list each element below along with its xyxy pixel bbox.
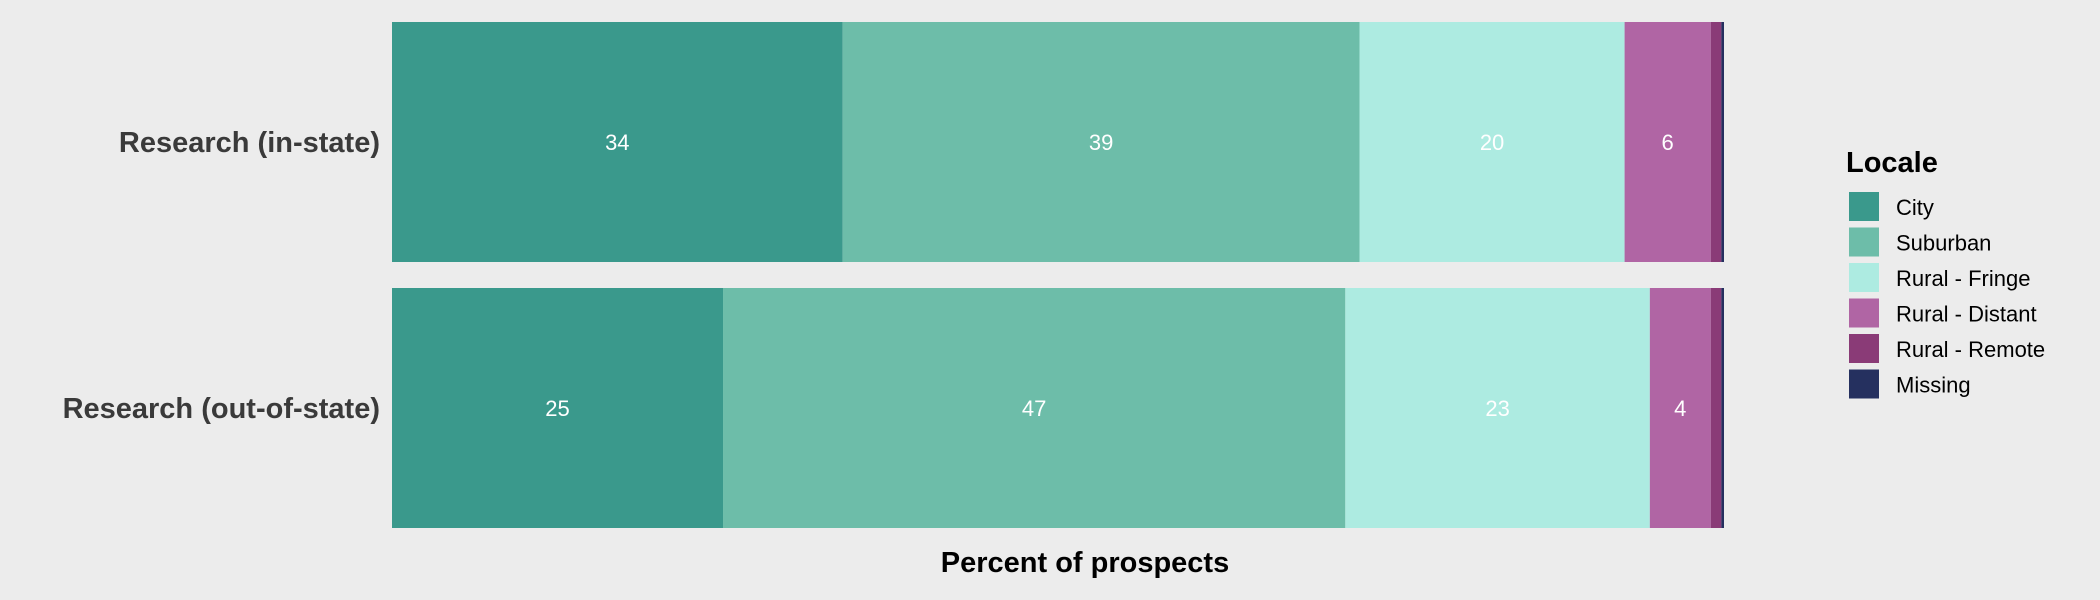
y-axis-labels: Research (in-state) Research (out-of-stat… [63,127,380,425]
data-label: 23 [1485,396,1509,421]
y-axis-label: Research (out-of-state) [63,393,380,425]
legend-label: Rural - Distant [1896,302,2037,327]
legend-swatch [1849,263,1879,292]
y-axis-label: Research (in-state) [119,127,380,159]
data-label: 47 [1022,396,1046,421]
bar-segment [1359,22,1625,262]
legend-label: Rural - Remote [1896,337,2045,362]
legend-swatch [1849,298,1879,328]
legend-swatch [1849,369,1879,399]
legend-swatch [1849,227,1879,257]
legend-title: Locale [1846,147,1938,179]
legend-label: Missing [1896,373,1971,398]
legend-label: City [1896,195,1934,220]
data-label: 25 [545,396,569,421]
data-label: 34 [605,130,629,155]
bar-segment [1649,288,1711,528]
bar-segment [1710,288,1722,528]
data-label: 20 [1480,130,1504,155]
legend-items: City Suburban Rural - Fringe Rural - Distan… [1849,192,2045,399]
data-label: 4 [1674,396,1686,421]
bar-segment [1345,288,1650,528]
legend-swatch [1849,334,1879,363]
bar-segment [392,22,843,262]
legend: Locale City Suburban Rural - Fringe Rural -… [1846,147,2045,399]
bar-segment [1721,288,1724,528]
bar-segment [723,288,1346,528]
bar-segment [1721,22,1724,262]
plot-area: 34 39 20 6 25 47 23 4 [392,22,1724,528]
legend-label: Suburban [1896,231,1991,256]
bar-segment [842,22,1360,262]
bar-segment [1710,22,1722,262]
legend-swatch [1849,192,1879,221]
data-label: 6 [1662,130,1674,155]
x-axis-title: Percent of prospects [941,547,1229,579]
bar-segment [1624,22,1711,262]
legend-label: Rural - Fringe [1896,266,2030,291]
bar-segment [392,288,724,528]
data-label: 39 [1089,130,1113,155]
